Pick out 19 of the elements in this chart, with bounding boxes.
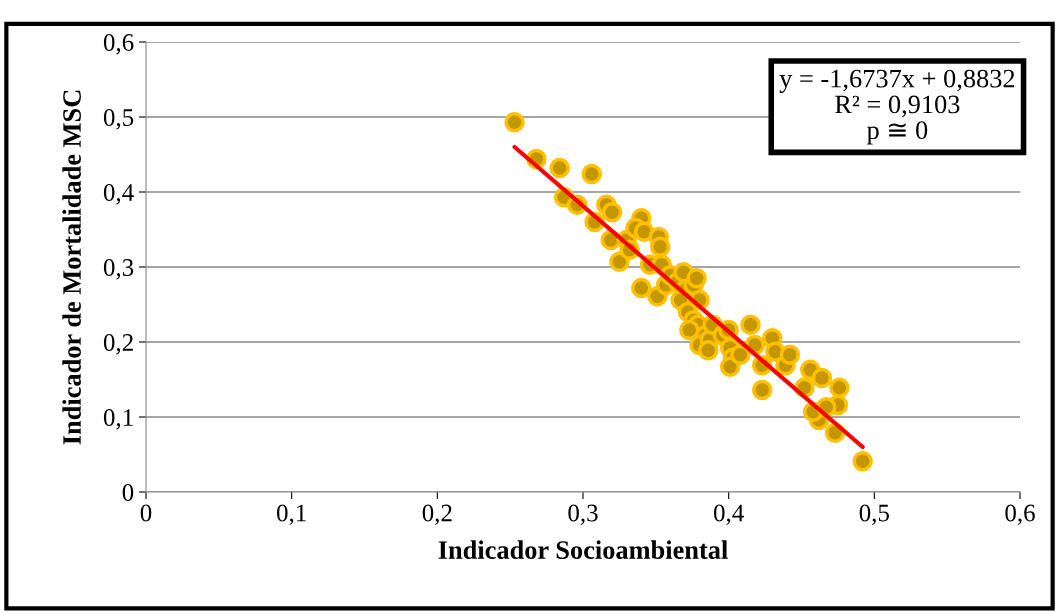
y-tick-label: 0,1 (103, 409, 133, 430)
annotation: p ≅ 0 (866, 121, 928, 145)
y-tick-label: 0 (122, 484, 134, 501)
annotation: y = -1,6737x + 0,8832 (779, 69, 1015, 93)
y-tick-label: 0,3 (103, 259, 134, 280)
y-tick-label: 0,6 (103, 34, 134, 55)
y-tick-label: 0,2 (103, 334, 133, 355)
x-tick-label: 0,3 (568, 504, 598, 525)
x-axis-title: Indicador Socioambiental (438, 540, 728, 559)
x-tick-label: 0,5 (859, 504, 889, 525)
annotation: R² = 0,9103 (835, 95, 960, 118)
x-tick-label: 0,4 (713, 504, 744, 525)
y-tick-label: 0,5 (103, 109, 134, 130)
y-tick-label: 0,4 (103, 184, 134, 205)
x-tick-label: 0,1 (276, 504, 306, 525)
x-tick-label: 0,6 (1005, 504, 1035, 525)
x-tick-label: 0,2 (422, 504, 452, 525)
y-axis-title: Indicador de Mortalidade MSC (62, 90, 81, 445)
x-tick-label: 0 (140, 504, 152, 522)
